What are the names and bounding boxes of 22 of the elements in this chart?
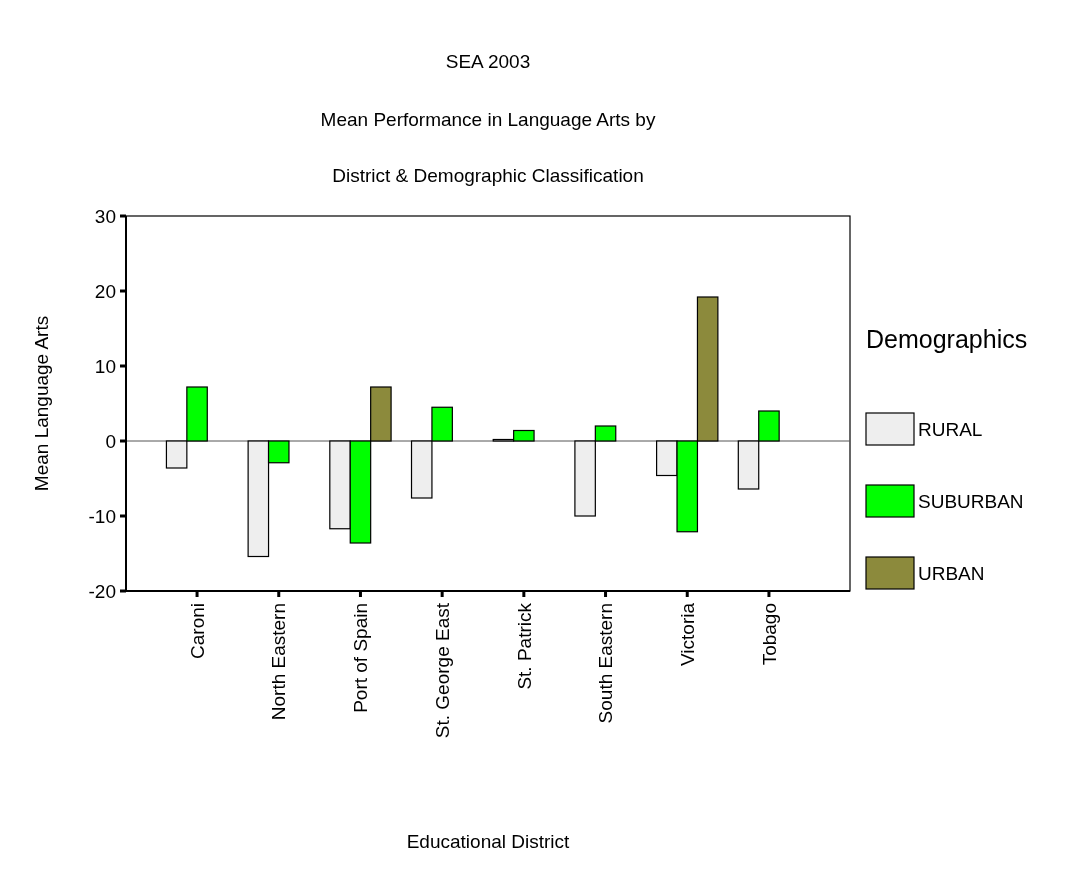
legend-label: URBAN	[918, 562, 985, 584]
x-tick-label: St. Patrick	[513, 602, 535, 690]
x-tick-label: Caroni	[186, 603, 208, 659]
y-tick-label: -20	[88, 580, 116, 602]
legend-title: Demographics	[866, 325, 1028, 353]
y-tick-label: 10	[94, 355, 116, 377]
x-tick-label: Tobago	[758, 603, 780, 666]
legend-label: SUBURBAN	[918, 490, 1024, 512]
y-axis-title: Mean Language Arts	[31, 315, 52, 492]
x-tick-label: Victoria	[676, 602, 698, 667]
x-tick-label: Port of Spain	[350, 603, 372, 713]
x-tick-label: South Eastern	[595, 603, 617, 724]
chart-title: SEA 2003	[445, 51, 531, 72]
x-tick-label: St. George East	[431, 602, 453, 739]
y-tick-label: 0	[105, 430, 116, 452]
legend-label: RURAL	[918, 418, 983, 440]
x-axis-title: Educational District	[406, 831, 571, 852]
y-tick-label: 20	[94, 280, 116, 302]
y-tick-label: 30	[94, 205, 116, 227]
y-tick-label: -10	[88, 505, 116, 527]
x-tick-label: North Eastern	[268, 603, 290, 721]
text: Mean Performance in Language Arts by District & Demographic Classification	[320, 109, 656, 186]
